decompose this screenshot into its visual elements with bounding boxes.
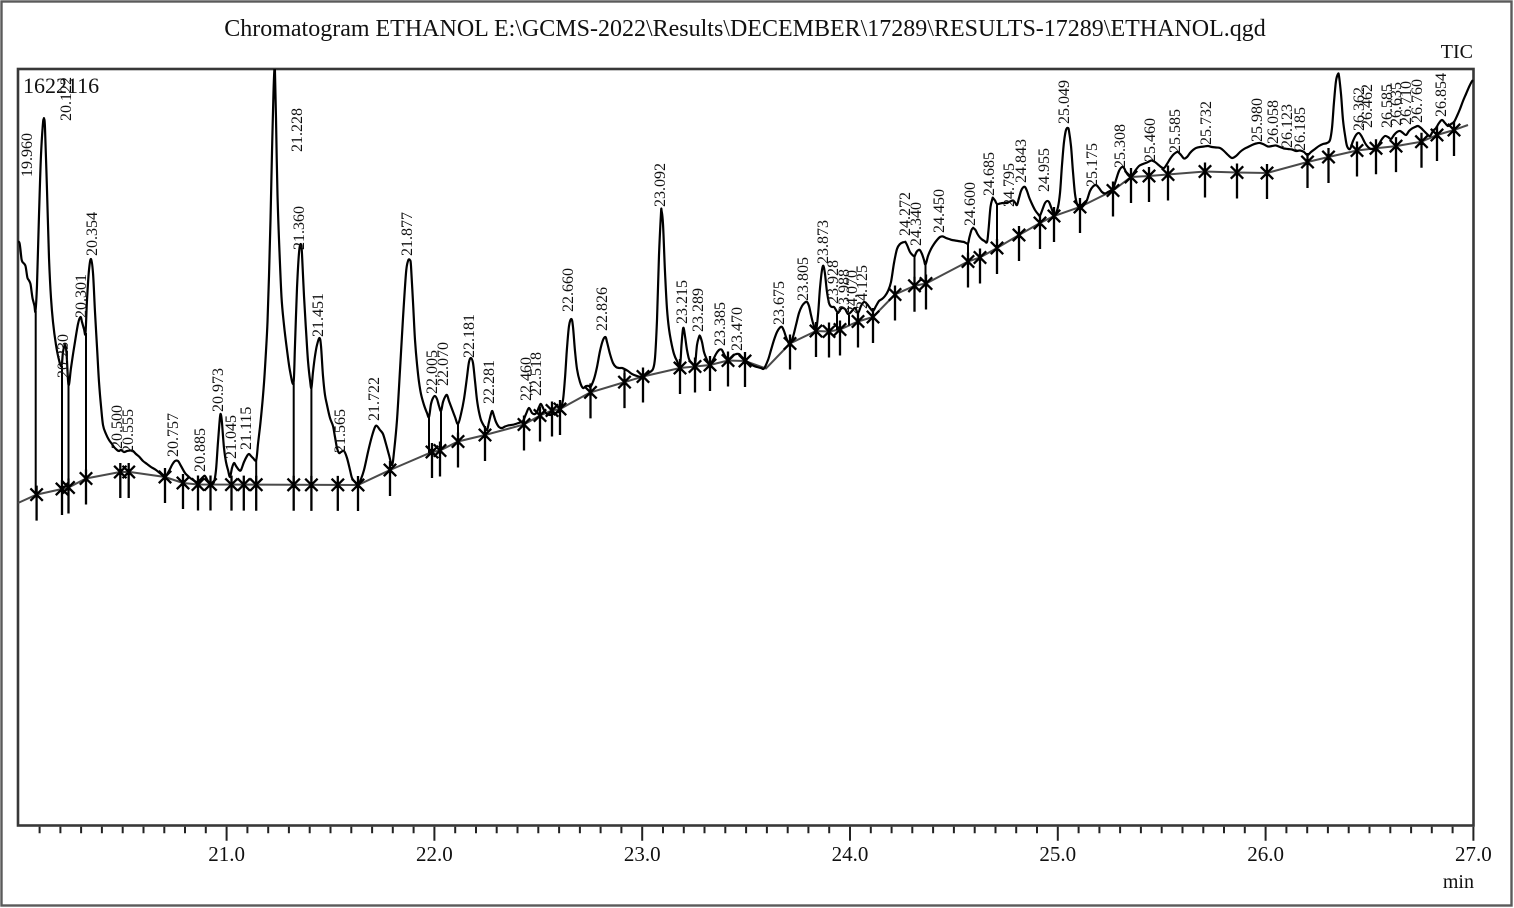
svg-text:21.115: 21.115 xyxy=(238,407,255,450)
svg-text:22.070: 22.070 xyxy=(435,342,452,386)
svg-text:20.555: 20.555 xyxy=(120,409,137,453)
svg-text:22.0: 22.0 xyxy=(416,842,453,866)
svg-text:25.175: 25.175 xyxy=(1084,143,1101,187)
svg-text:21.877: 21.877 xyxy=(399,212,416,256)
svg-text:25.460: 25.460 xyxy=(1142,118,1159,162)
svg-text:24.0: 24.0 xyxy=(832,842,869,866)
svg-text:22.460: 22.460 xyxy=(518,357,535,401)
svg-text:24.340: 24.340 xyxy=(908,202,925,246)
svg-text:20.885: 20.885 xyxy=(192,428,209,472)
svg-text:19.960: 19.960 xyxy=(19,133,36,177)
svg-text:24.795: 24.795 xyxy=(1001,163,1018,207)
svg-text:23.0: 23.0 xyxy=(624,842,661,866)
svg-text:20.122: 20.122 xyxy=(58,77,75,121)
svg-text:23.873: 23.873 xyxy=(815,220,832,264)
svg-text:24.685: 24.685 xyxy=(981,152,998,196)
svg-text:23.289: 23.289 xyxy=(690,288,707,332)
svg-text:20.757: 20.757 xyxy=(165,413,182,457)
svg-text:26.635: 26.635 xyxy=(1388,82,1405,126)
svg-text:21.565: 21.565 xyxy=(332,409,349,453)
svg-text:25.732: 25.732 xyxy=(1198,101,1215,145)
svg-text:25.049: 25.049 xyxy=(1056,80,1073,124)
svg-text:21.0: 21.0 xyxy=(208,842,245,866)
svg-text:1622116: 1622116 xyxy=(23,73,99,98)
svg-text:26.185: 26.185 xyxy=(1292,107,1309,151)
svg-text:22.518: 22.518 xyxy=(528,352,545,396)
svg-text:21.451: 21.451 xyxy=(310,293,327,337)
svg-text:26.058: 26.058 xyxy=(1265,100,1282,144)
svg-text:23.928: 23.928 xyxy=(825,260,842,304)
svg-text:21.045: 21.045 xyxy=(223,415,240,459)
svg-text:25.0: 25.0 xyxy=(1039,842,1076,866)
svg-text:23.988: 23.988 xyxy=(836,269,853,313)
svg-text:26.362: 26.362 xyxy=(1351,87,1368,131)
svg-text:23.470: 23.470 xyxy=(729,307,746,351)
svg-text:26.123: 26.123 xyxy=(1279,104,1296,148)
svg-text:20.230: 20.230 xyxy=(55,334,72,378)
svg-text:24.600: 24.600 xyxy=(962,182,979,226)
svg-text:20.354: 20.354 xyxy=(84,212,101,256)
svg-text:24.272: 24.272 xyxy=(897,192,914,236)
svg-text:23.092: 23.092 xyxy=(652,163,669,207)
svg-text:25.585: 25.585 xyxy=(1167,109,1184,153)
svg-text:24.843: 24.843 xyxy=(1013,139,1030,183)
svg-text:22.005: 22.005 xyxy=(424,350,441,394)
svg-text:21.228: 21.228 xyxy=(289,108,306,152)
svg-text:Chromatogram ETHANOL E:\GCMS-2: Chromatogram ETHANOL E:\GCMS-2022\Result… xyxy=(224,16,1266,42)
svg-text:24.070: 24.070 xyxy=(844,270,861,314)
svg-text:22.181: 22.181 xyxy=(461,314,478,358)
svg-text:26.710: 26.710 xyxy=(1398,81,1415,125)
svg-text:27.0: 27.0 xyxy=(1455,842,1492,866)
svg-text:25.308: 25.308 xyxy=(1112,124,1129,168)
svg-text:23.805: 23.805 xyxy=(795,257,812,301)
svg-text:23.215: 23.215 xyxy=(674,280,691,324)
svg-text:26.462: 26.462 xyxy=(1359,84,1376,128)
svg-text:26.854: 26.854 xyxy=(1433,73,1450,117)
svg-text:24.450: 24.450 xyxy=(931,189,948,233)
svg-text:25.980: 25.980 xyxy=(1249,98,1266,142)
svg-text:24.955: 24.955 xyxy=(1036,148,1053,192)
svg-text:TIC: TIC xyxy=(1441,41,1473,63)
svg-text:26.0: 26.0 xyxy=(1247,842,1284,866)
svg-text:min: min xyxy=(1443,871,1474,893)
svg-text:20.500: 20.500 xyxy=(109,405,126,449)
svg-text:20.973: 20.973 xyxy=(210,368,227,412)
svg-text:22.281: 22.281 xyxy=(481,360,498,404)
svg-text:21.722: 21.722 xyxy=(366,377,383,421)
svg-text:21.360: 21.360 xyxy=(291,206,308,250)
svg-text:23.385: 23.385 xyxy=(712,302,729,346)
svg-text:22.660: 22.660 xyxy=(560,268,577,312)
svg-text:26.760: 26.760 xyxy=(1409,79,1426,123)
svg-text:23.675: 23.675 xyxy=(771,281,788,325)
svg-text:22.826: 22.826 xyxy=(594,287,611,331)
svg-text:20.301: 20.301 xyxy=(73,274,90,318)
svg-text:24.125: 24.125 xyxy=(854,265,871,309)
svg-text:26.585: 26.585 xyxy=(1379,84,1396,128)
